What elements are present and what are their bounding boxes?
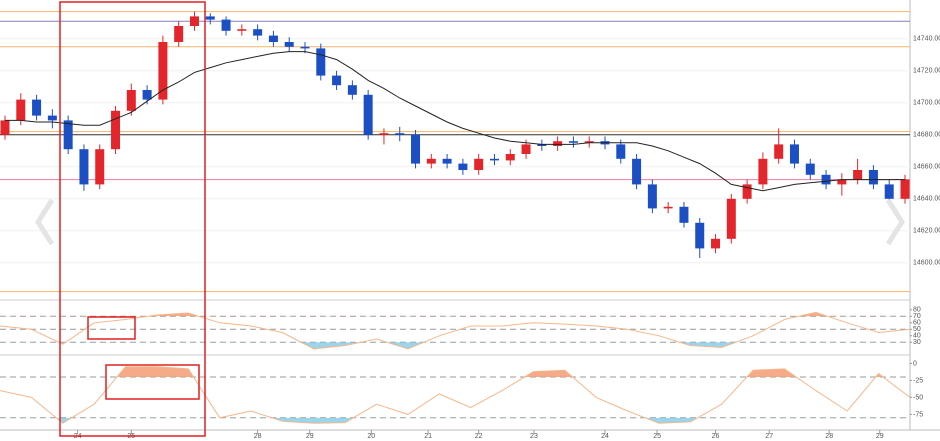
candle-body [742,184,752,199]
candle-body [474,158,484,170]
x-tick-label: 24 [601,433,609,440]
y-tick-label: 60 [913,320,921,327]
candle-body [695,222,705,249]
y-tick-label: 14660.00 [913,164,940,171]
y-tick-label: -75 [913,411,923,418]
candle-body [774,144,784,159]
x-tick-label: 22 [475,433,483,440]
candle-body [789,144,799,164]
candle-body [47,115,57,121]
candle-body [237,29,247,31]
candle-body [0,120,10,135]
y-tick-label: 70 [913,313,921,320]
candle-body [711,238,721,249]
candle-body [537,144,547,146]
y-tick-label: 14700.00 [913,100,940,107]
y-tick-label: 14740.00 [913,36,940,43]
candle-body [726,198,736,239]
x-tick-label: 20 [367,433,375,440]
candle-body [253,29,263,36]
candle-body [505,154,515,161]
indicator-line [0,311,911,350]
candle-body [632,158,642,185]
candle-body [379,133,389,135]
y-tick-label: 80 [913,307,921,314]
candle-body [284,42,294,47]
y-tick-label: -50 [913,394,923,401]
candle-body [758,158,768,185]
candle-body [205,16,215,20]
highlight-box [87,316,136,340]
y-tick-label: -25 [913,377,923,384]
x-tick-label: 25 [653,433,661,440]
candle-body [521,144,531,154]
x-tick-label: 23 [530,433,538,440]
candle-body [347,85,357,95]
x-tick-label: 28 [825,433,833,440]
x-tick-label: 29 [876,433,884,440]
indicator-line [0,366,911,424]
candle-body [616,144,626,159]
candle-body [268,35,278,42]
prev-arrow[interactable] [35,198,55,246]
candle-body [316,48,326,76]
candle-body [679,206,689,223]
x-tick-label: 27 [765,433,773,440]
next-arrow[interactable] [885,198,905,246]
candle-body [837,179,847,185]
candle-body [32,99,42,116]
candle-body [111,110,121,150]
candle-body [332,75,342,86]
candle-body [489,158,499,161]
candle-body [458,163,468,170]
candle-body [900,179,910,199]
x-tick-label: 28 [254,433,262,440]
candle-body [663,206,673,209]
y-tick-label: 40 [913,333,921,340]
candle-body [79,149,89,185]
candle-body [647,184,657,209]
candle-body [553,141,563,146]
candle-body [584,141,594,143]
candle-body [300,46,310,49]
candle-body [884,184,894,199]
candle-body [95,149,105,185]
candle-body [142,90,152,100]
candle-body [63,120,73,150]
x-tick-label: 29 [306,433,314,440]
y-tick-label: 0 [913,360,917,367]
y-tick-label: 14620.00 [913,228,940,235]
candle-body [395,133,405,135]
candle-body [411,134,421,164]
highlight-box [59,1,206,437]
candle-body [568,141,578,143]
candle-body [126,90,136,111]
candle-body [442,158,452,164]
candle-body [174,26,184,42]
candle-body [426,158,436,164]
candle-body [189,16,199,26]
x-tick-label: 21 [424,433,432,440]
y-tick-label: 30 [913,339,921,346]
y-tick-label: 14600.00 [913,260,940,267]
y-tick-label: 50 [913,326,921,333]
candle-body [868,170,878,185]
highlight-box [105,364,200,400]
candle-body [363,94,373,135]
y-tick-label: 14720.00 [913,68,940,75]
y-tick-label: 14640.00 [913,196,940,203]
candle-body [16,99,26,121]
area [0,366,910,378]
y-tick-label: 14680.00 [913,132,940,139]
candle-body [821,174,831,185]
plot: 14600.00 14620.00 14640.00 14660.00 14680.00… [0,11,940,440]
candle-body [805,163,815,175]
x-tick-label: 26 [712,433,720,440]
candle-body [853,170,863,180]
candle-body [221,19,231,31]
moving-average [5,51,905,192]
candle-body [158,42,168,100]
